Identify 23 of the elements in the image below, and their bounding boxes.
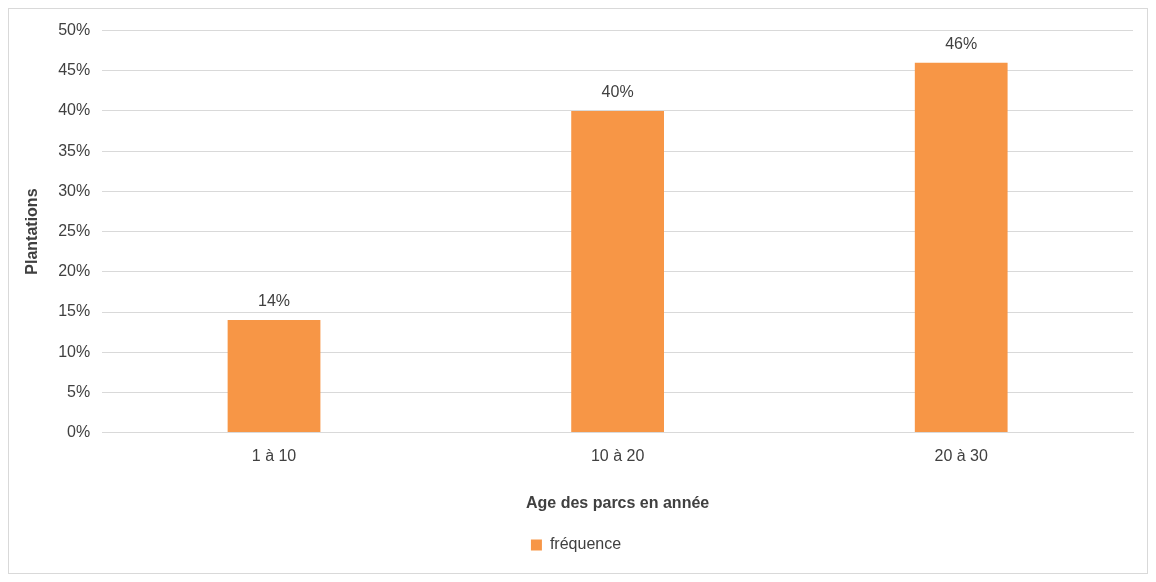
y-tick-label: 45% — [58, 61, 91, 79]
x-tick-label: 1 à 10 — [251, 446, 297, 464]
y-tick-label: 5% — [67, 382, 91, 400]
bar — [571, 111, 664, 433]
y-tick-label: 40% — [58, 101, 91, 119]
y-tick-label: 20% — [58, 262, 91, 280]
text: 40% — [601, 83, 634, 101]
y-axis-title: Plantations — [23, 188, 41, 275]
bar — [227, 320, 321, 433]
y-tick-label: 10% — [58, 342, 91, 360]
y-tick-label: 15% — [58, 302, 91, 320]
y-tick-label: 35% — [58, 141, 91, 159]
y-tick-label: 30% — [58, 181, 91, 199]
legend-label: fréquence — [549, 535, 622, 553]
y-tick-label: 50% — [58, 21, 91, 39]
x-tick-label: 10 à 20 — [590, 446, 645, 464]
text: 14% — [258, 292, 291, 310]
x-axis-title: Age des parcs en année — [526, 493, 710, 511]
x-tick-label: 20 à 30 — [934, 446, 988, 464]
text: 46% — [945, 35, 978, 53]
bar — [914, 62, 1008, 433]
y-tick-label: 25% — [58, 222, 91, 240]
y-tick-label: 0% — [67, 423, 91, 441]
